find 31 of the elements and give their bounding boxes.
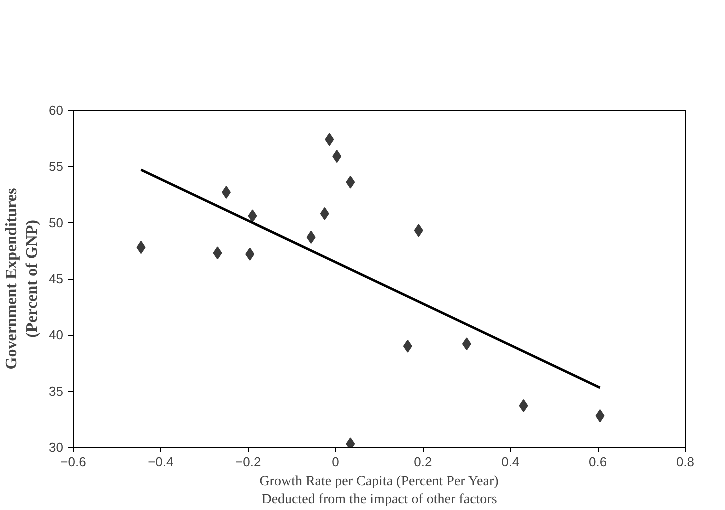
point xyxy=(320,207,330,220)
x-tick-label: −0.4 xyxy=(148,454,174,470)
point xyxy=(346,176,356,189)
x-tick-label: 0.4 xyxy=(502,454,520,470)
y-tick-label: 40 xyxy=(49,328,64,343)
point xyxy=(519,399,528,412)
point xyxy=(213,246,222,260)
point xyxy=(403,340,412,353)
point xyxy=(136,241,146,254)
y-tick-label: 55 xyxy=(49,159,64,174)
point xyxy=(332,150,342,164)
x-axis-title: Growth Rate per Capita (Percent Per Year) Deducted from the impact of other factors xyxy=(260,474,500,508)
y-tick-label: 35 xyxy=(49,384,64,399)
x-tick-label: −0.6 xyxy=(60,454,86,470)
y-tick-label: 30 xyxy=(49,440,64,455)
x-tick-label: 0.6 xyxy=(589,454,608,470)
point xyxy=(306,230,316,244)
x-tick-label: −0.2 xyxy=(236,454,262,470)
y-tick-label: 60 xyxy=(49,103,64,118)
point xyxy=(325,133,334,146)
x-tick-label: 0 xyxy=(332,454,340,470)
x-tick-label: 0.8 xyxy=(676,454,695,470)
y-tick-label: 50 xyxy=(49,215,64,230)
y-axis-title: Government Expenditures (Percent of GNP) xyxy=(4,188,42,370)
y-tick-label: 45 xyxy=(49,272,64,286)
point xyxy=(248,210,258,223)
point xyxy=(246,248,255,261)
point xyxy=(462,338,472,351)
x-tick-label: 0.2 xyxy=(414,454,432,470)
point xyxy=(414,224,424,238)
point xyxy=(596,410,605,423)
